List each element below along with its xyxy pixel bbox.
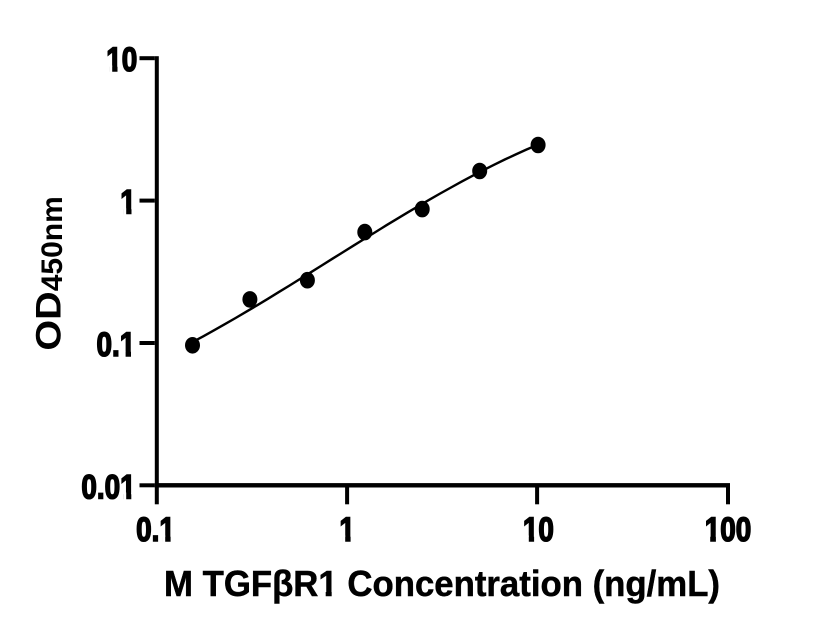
svg-text:0.01: 0.01 bbox=[81, 468, 135, 506]
svg-text:10: 10 bbox=[106, 41, 137, 79]
svg-text:1: 1 bbox=[120, 183, 136, 221]
svg-text:M TGFβR1 Concentration (ng/mL): M TGFβR1 Concentration (ng/mL) bbox=[164, 563, 720, 604]
svg-text:OD: OD bbox=[28, 291, 67, 350]
svg-text:1: 1 bbox=[339, 510, 355, 548]
svg-text:0.1: 0.1 bbox=[97, 325, 136, 363]
svg-text:10: 10 bbox=[523, 510, 554, 548]
svg-text:100: 100 bbox=[705, 510, 752, 548]
svg-text:450nm: 450nm bbox=[36, 196, 69, 291]
svg-text:0.1: 0.1 bbox=[136, 510, 175, 548]
